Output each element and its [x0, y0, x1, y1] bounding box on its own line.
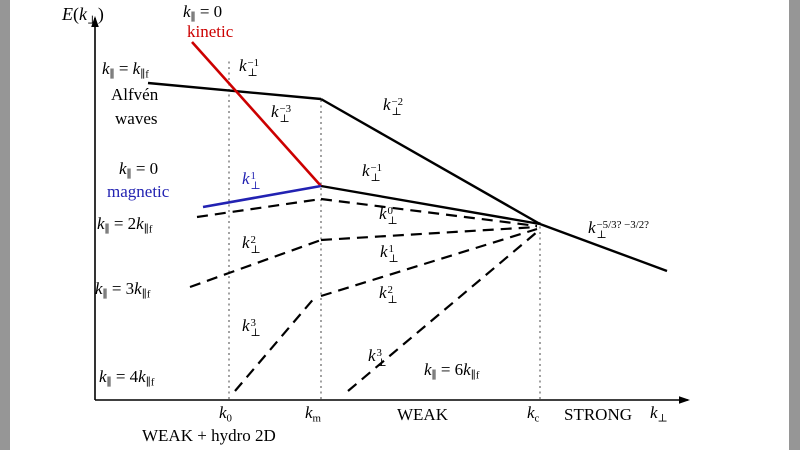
caption-weak-hydro2d: WEAK + hydro 2D — [142, 426, 276, 445]
kperp0-dashed — [320, 197, 538, 228]
kpar-4kf-label: k∥ = 4k∥f — [99, 367, 155, 389]
kpar-3kf-label: k∥ = 3k∥f — [95, 279, 151, 301]
waves-label: waves — [115, 109, 158, 128]
kinetic-line — [191, 41, 322, 187]
kpar-kf-label: k∥ = k∥f — [102, 59, 149, 81]
magnetic-line — [202, 184, 322, 209]
ylabel: E(k⊥) — [62, 4, 104, 27]
pow-1-right: k 1 ⊥ — [380, 242, 399, 266]
4kf-left-dashed — [234, 295, 317, 392]
kperp2-dashed — [320, 227, 538, 298]
pow-minus2: k −2 ⊥ — [383, 95, 404, 119]
strong-spectrum-line — [539, 222, 668, 273]
2kf-left-dashed — [196, 197, 322, 219]
pow-strong: k −5/3? −3/2? ⊥ — [588, 218, 649, 242]
magnetic-label: magnetic — [107, 182, 170, 201]
kperp3-dashed — [347, 231, 538, 392]
kinetic-label: kinetic — [187, 22, 234, 41]
letterbox-right — [789, 0, 800, 450]
tick-kc: kc — [527, 403, 540, 425]
pow-minus1-top: k −1 ⊥ — [239, 56, 260, 80]
3kf-left-dashed — [189, 238, 322, 289]
tick-k0: k0 — [219, 403, 232, 425]
xlabel: k⊥ — [650, 403, 668, 425]
alfven-label: Alfvén — [111, 85, 159, 104]
letterbox-left — [0, 0, 10, 450]
pow-3-right: k 3 ⊥ — [368, 346, 387, 370]
pow-plus1-left: k 1 ⊥ — [242, 169, 261, 193]
kpar-6kf-label: k∥ = 6k∥f — [424, 360, 480, 382]
kperp-minus1-line — [320, 184, 541, 226]
pow-0: k 0 ⊥ — [379, 204, 398, 228]
pow-2-right: k 2 ⊥ — [379, 283, 398, 307]
weak-label: WEAK — [397, 405, 448, 424]
x-axis-arrowhead — [679, 396, 690, 404]
tick-km: km — [305, 403, 322, 425]
kperp1-dashed — [320, 225, 538, 242]
y-axis-arrowhead — [91, 16, 99, 27]
pow-3-left: k 3 ⊥ — [242, 316, 261, 340]
pow-minus1-mid: k −1 ⊥ — [362, 161, 383, 185]
pow-minus3: k −3 ⊥ — [271, 102, 292, 126]
pow-2-left: k 2 ⊥ — [242, 233, 261, 257]
kperp-minus2-line — [320, 97, 541, 226]
strong-label: STRONG — [564, 405, 633, 424]
kpar-2kf-label: k∥ = 2k∥f — [97, 214, 153, 236]
kpar0-top-label: k∥ = 0 — [183, 2, 223, 24]
kpar0-mid-label: k∥ = 0 — [119, 159, 159, 181]
